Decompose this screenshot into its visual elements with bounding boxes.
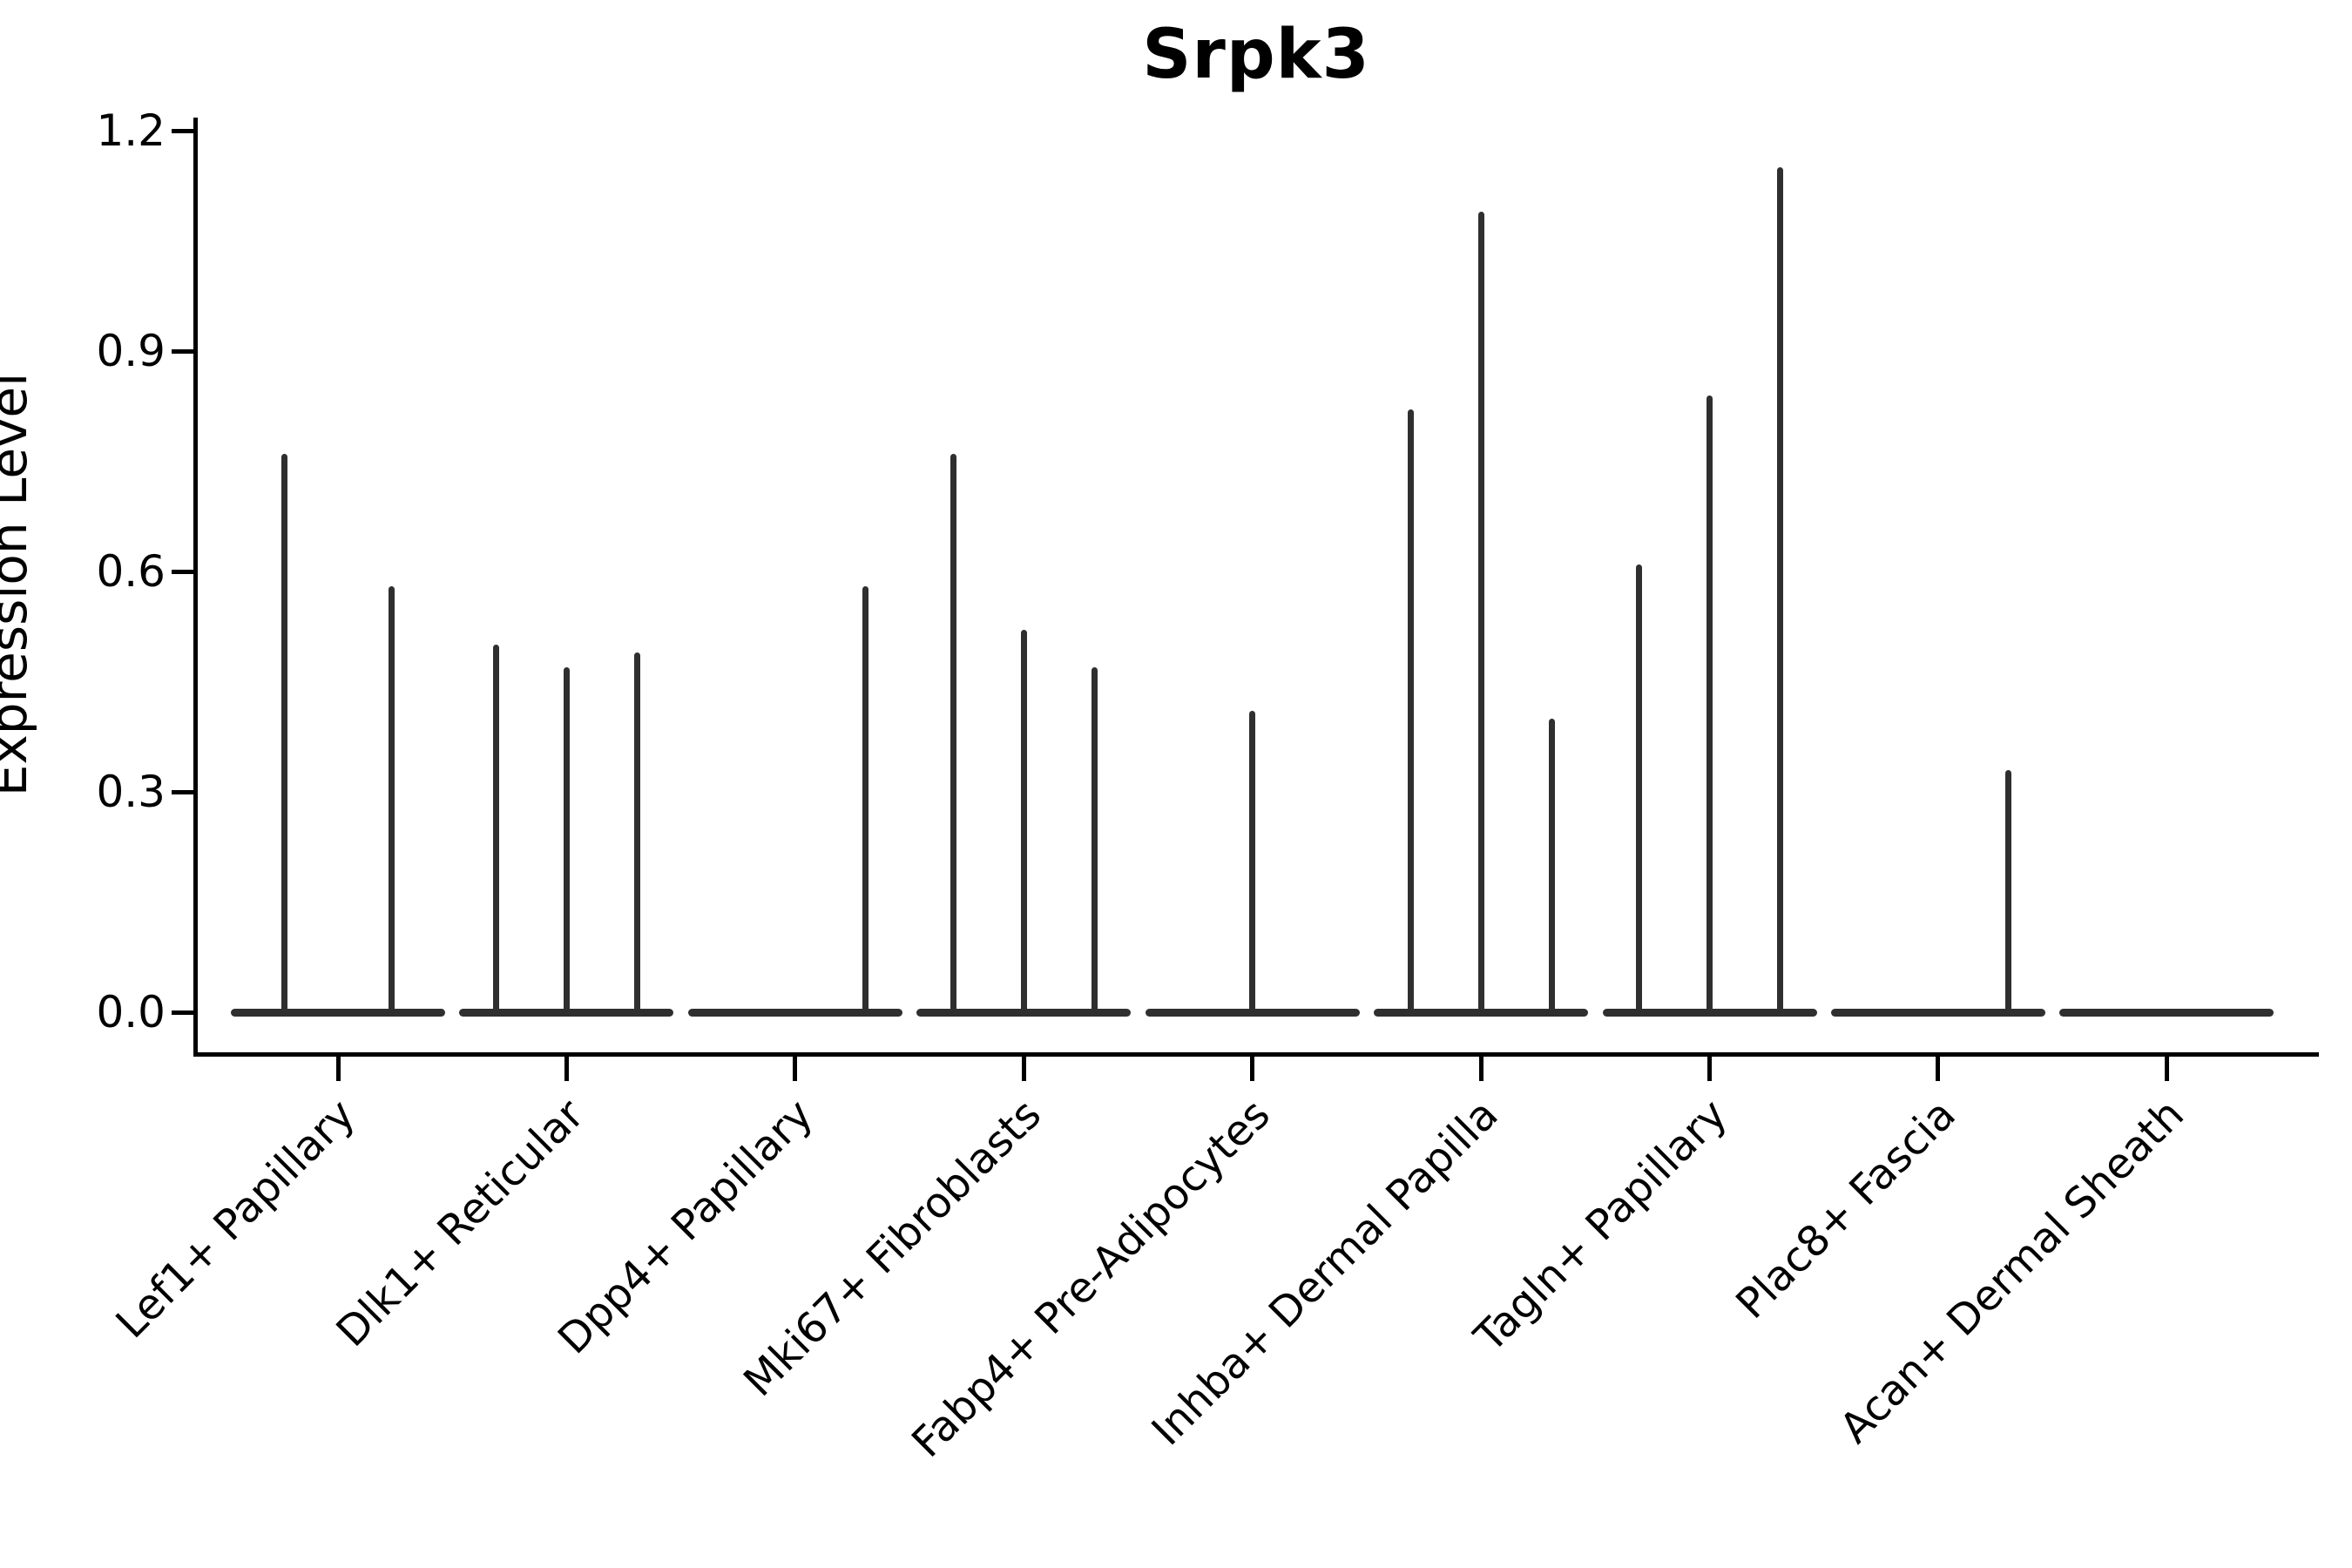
- violin-body: [687, 1008, 902, 1017]
- x-tick: [2164, 1057, 2169, 1081]
- x-axis-spine: [193, 1052, 2319, 1057]
- violin-body: [2059, 1008, 2274, 1017]
- x-tick: [1250, 1057, 1255, 1081]
- x-tick: [793, 1057, 798, 1081]
- violin-spike: [563, 666, 570, 1014]
- x-tick: [1021, 1057, 1026, 1081]
- violin-spike: [1548, 718, 1555, 1014]
- violin-spike: [950, 454, 956, 1014]
- x-tick: [564, 1057, 569, 1081]
- violin-spike: [1091, 666, 1098, 1014]
- y-tick-label: 0.9: [96, 326, 166, 377]
- y-tick-label: 0.0: [96, 987, 166, 1037]
- y-tick-label: 0.6: [96, 546, 166, 598]
- chart-title: Srpk3: [1142, 16, 1370, 94]
- violin-body: [1830, 1008, 2045, 1017]
- y-tick: [172, 1010, 193, 1015]
- y-tick: [172, 128, 193, 133]
- y-axis-spine: [193, 118, 198, 1057]
- y-tick-label: 0.3: [96, 767, 166, 817]
- violin-spike: [1020, 630, 1027, 1014]
- violin-body: [231, 1008, 445, 1017]
- violin-spike: [1407, 409, 1414, 1014]
- y-tick: [172, 569, 193, 574]
- violin-spike: [1477, 211, 1484, 1014]
- violin-spike: [281, 454, 287, 1014]
- violin-spike: [1777, 167, 1784, 1014]
- violin-spike: [492, 645, 499, 1014]
- y-tick: [172, 789, 193, 794]
- y-tick: [172, 348, 193, 354]
- violin-spike: [389, 585, 395, 1014]
- y-tick-label: 1.2: [96, 105, 166, 157]
- x-tick: [1707, 1057, 1713, 1081]
- violin-spike: [1707, 395, 1713, 1014]
- violin-spike: [1636, 564, 1643, 1014]
- x-tick: [1478, 1057, 1484, 1081]
- x-tick: [335, 1057, 341, 1081]
- violin-spike: [1249, 711, 1256, 1014]
- violin-spike: [2005, 769, 2012, 1014]
- x-tick: [1936, 1057, 1941, 1081]
- violin-spike: [862, 585, 869, 1014]
- violin-spike: [633, 652, 640, 1014]
